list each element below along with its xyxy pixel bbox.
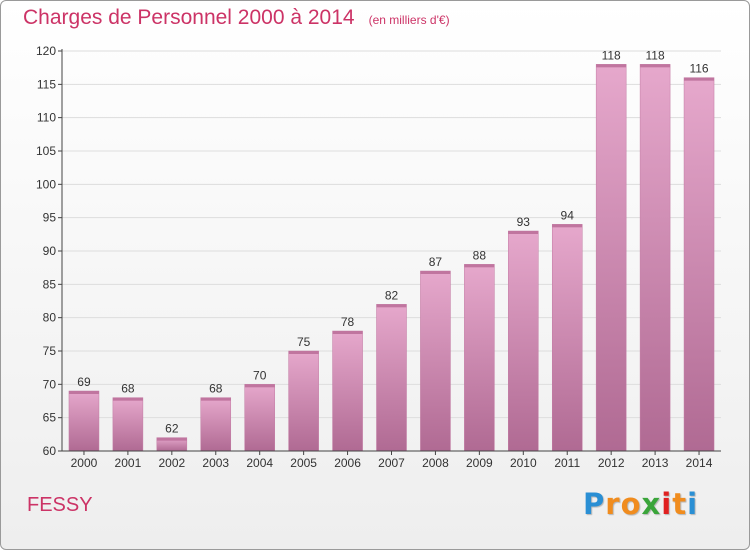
bar-2007 <box>376 304 407 452</box>
data-label-2005: 75 <box>297 335 311 349</box>
bar-2014 <box>683 77 715 452</box>
chart-title: Charges de Personnel 2000 à 2014 (en mill… <box>23 6 450 30</box>
bar-2009 <box>464 264 495 452</box>
axes: 60 65 70 75 80 85 90 95 100 105 110 115 120 2000 2001 2… <box>36 44 721 470</box>
y-tick-label: 110 <box>37 111 56 125</box>
bar-cap-2007 <box>376 304 407 308</box>
x-tick-label-2014: 2014 <box>686 456 713 470</box>
x-tick-label-2013: 2013 <box>642 456 669 470</box>
data-label-2009: 88 <box>473 248 487 262</box>
bar-cap-2000 <box>68 391 99 394</box>
bar-cap-2001 <box>112 397 143 401</box>
y-tick-label: 60 <box>43 444 57 458</box>
data-label-2007: 82 <box>385 288 399 302</box>
data-label-2011: 94 <box>561 208 575 222</box>
y-tick-label: 100 <box>36 177 56 191</box>
data-label-2008: 87 <box>429 255 443 269</box>
bar-2012 <box>595 64 627 452</box>
data-label-2010: 93 <box>517 215 531 229</box>
y-tick-label: 120 <box>36 44 56 58</box>
data-label-2003: 68 <box>209 382 223 396</box>
y-tick-label: 95 <box>43 211 57 225</box>
logo-letter: x <box>641 487 662 521</box>
bar-2013 <box>639 64 671 452</box>
x-tick-label-2007: 2007 <box>378 456 405 470</box>
bar-2001 <box>112 397 144 452</box>
commune-name: FESSY <box>27 494 93 516</box>
data-label-2014: 116 <box>689 62 708 76</box>
bar-2006 <box>332 330 363 452</box>
logo-letter: i <box>661 487 673 521</box>
bar-cap-2008 <box>420 271 451 274</box>
bar-cap-2011 <box>552 224 583 228</box>
bar-2010 <box>508 230 539 452</box>
x-tick-label-2006: 2006 <box>334 456 361 470</box>
y-tick-label: 85 <box>43 277 57 291</box>
data-label-2006: 78 <box>341 315 355 329</box>
y-tick-label: 80 <box>43 311 57 325</box>
x-tick-label-2008: 2008 <box>422 456 449 470</box>
x-tick-label-2005: 2005 <box>290 456 317 470</box>
x-tick-label-2011: 2011 <box>554 456 580 470</box>
logo-letter: P <box>583 487 606 521</box>
data-label-2013: 118 <box>646 48 665 62</box>
y-tick-label: 90 <box>43 244 57 258</box>
proxiti-logo: Proxiti <box>583 487 698 521</box>
bar-2004 <box>244 384 275 452</box>
bar-cap-2012 <box>596 64 627 68</box>
bar-2003 <box>200 397 232 452</box>
data-label-2000: 69 <box>77 375 91 389</box>
bar-cap-2006 <box>332 331 363 334</box>
y-tick-label: 65 <box>43 411 57 425</box>
x-tick-label-2010: 2010 <box>510 456 537 470</box>
chart-subtitle: (en milliers d'€) <box>368 13 450 27</box>
bar-cap-2009 <box>464 264 495 268</box>
bar-cap-2004 <box>244 384 275 388</box>
logo-letter: t <box>672 487 688 521</box>
bar-2008 <box>420 270 451 452</box>
bar-cap-2003 <box>200 397 231 401</box>
bar-cap-2013 <box>640 64 671 68</box>
x-tick-label-2009: 2009 <box>466 456 493 470</box>
x-tick-label-2001: 2001 <box>115 456 142 470</box>
y-tick-label: 75 <box>43 344 57 358</box>
data-label-2012: 118 <box>602 48 621 62</box>
bar-cap-2010 <box>508 231 539 234</box>
logo-letter: o <box>620 487 642 521</box>
bar-2005 <box>288 350 319 452</box>
bar-cap-2002 <box>156 437 187 441</box>
bars: 69 68 62 68 70 75 78 82 87 88 93 94 118 118 116 <box>68 48 715 452</box>
x-tick-label-2000: 2000 <box>71 456 98 470</box>
bar-2011 <box>551 224 583 452</box>
bar-2000 <box>68 390 100 452</box>
y-tick-label: 70 <box>43 377 57 391</box>
bar-cap-2005 <box>288 351 319 354</box>
x-tick-label-2012: 2012 <box>598 456 625 470</box>
x-tick-label-2004: 2004 <box>246 456 273 470</box>
bar-cap-2014 <box>684 77 715 81</box>
logo-letter: r <box>605 487 621 521</box>
y-tick-label: 115 <box>37 77 56 91</box>
data-label-2001: 68 <box>121 382 135 396</box>
chart-title-text: Charges de Personnel 2000 à 2014 <box>23 6 355 29</box>
y-tick-label: 105 <box>36 144 56 158</box>
x-tick-label-2003: 2003 <box>202 456 229 470</box>
data-label-2002: 62 <box>165 422 179 436</box>
x-tick-label-2002: 2002 <box>158 456 185 470</box>
data-label-2004: 70 <box>253 368 267 382</box>
logo-letter: i <box>687 487 699 521</box>
